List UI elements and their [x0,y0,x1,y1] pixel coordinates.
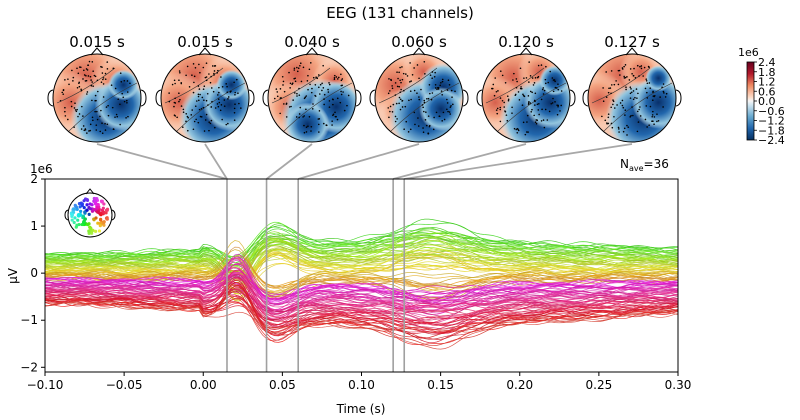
connector-line [392,143,527,180]
connector-line [266,143,313,180]
channel-trace [45,301,678,350]
colorbar-gradient [746,61,755,141]
channel-trace [45,272,678,300]
y-tick-label: −2 [20,360,38,374]
butterfly-plot: −0.10 −0.05 0.00 0.05 0.10 0.15 0.20 0.25 0.30 2… [20,172,691,392]
y-tick-label: 2 [30,172,38,186]
topomap-time-label: 0.040 s [284,33,340,51]
colorbar-tick-label: 0.0 [758,95,776,108]
channel-trace [45,264,678,301]
nave-annotation: Nave=36 [620,157,669,173]
topomap: 0.127 s [582,33,682,143]
topomap: 0.060 s [369,33,469,143]
x-tick-label: 0.25 [586,378,613,392]
channel-trace [45,256,678,305]
channel-trace [45,247,678,273]
channel-trace [45,267,678,313]
channel-trace [45,294,678,326]
channel-trace [45,277,678,305]
channel-trace [45,273,678,317]
channel-trace [45,236,678,268]
channel-trace [45,290,678,340]
topomap: 0.120 s [476,33,576,143]
x-axis-label: Time (s) [336,402,386,416]
time-markers [226,179,406,372]
channel-trace [45,288,678,334]
channel-trace [45,262,678,313]
x-tick-label: 0.30 [665,378,692,392]
channel-trace [45,249,678,295]
topomap-time-label: 0.015 s [69,33,125,51]
colorbar-tick-label: −2.4 [758,134,785,147]
colorbar-tick-label: 1.2 [758,76,776,89]
channel-trace [45,235,678,282]
connector-line [204,143,228,180]
x-tick-label: −0.05 [106,378,143,392]
x-tick-label: 0.05 [269,378,296,392]
x-tick-label: 0.10 [348,378,375,392]
channel-trace [45,263,678,288]
x-axis-ticks: −0.10 −0.05 0.00 0.05 0.10 0.15 0.20 0.25 0.30 [27,372,692,392]
y-tick-label: 1 [30,219,38,233]
channel-trace [45,271,678,299]
channel-trace [45,290,678,321]
channel-trace [45,282,678,339]
x-tick-label: 0.00 [190,378,217,392]
sensor-location-inset [64,188,116,238]
channel-trace [45,253,678,289]
channel-trace [45,273,678,301]
channel-trace [45,218,678,264]
colorbar-tick-label: 0.6 [758,85,776,98]
colorbar-tick-label: 2.4 [758,56,776,69]
y-axis-exponent: 1e6 [30,162,53,176]
x-tick-label: −0.10 [27,378,64,392]
channel-trace [45,255,678,283]
topomap-time-label: 0.127 s [604,33,660,51]
channel-trace [45,223,678,275]
topomap-time-label: 0.060 s [391,33,447,51]
connector-line [96,143,228,180]
channel-trace [45,266,678,294]
colorbar-tick-label: −1.8 [758,124,785,137]
channel-trace [45,285,678,330]
channel-trace [45,232,678,292]
y-tick-label: 0 [30,266,38,280]
connector-line [404,143,633,180]
colorbar-exponent: 1e6 [738,46,759,59]
channel-trace [45,239,678,272]
y-axis-label: µV [6,267,20,284]
figure-title: EEG (131 channels) [326,4,474,22]
colorbar-tick-label: −0.6 [758,105,785,118]
channel-trace [45,231,678,265]
topomap-time-label: 0.120 s [498,33,554,51]
x-tick-label: 0.15 [427,378,454,392]
channel-trace [45,286,678,344]
connector-line [297,143,420,180]
colorbar-tick-label: −1.2 [758,115,785,128]
channel-traces [45,218,678,350]
channel-trace [45,221,678,260]
colorbar-tick-label: 1.8 [758,66,776,79]
topomap: 0.040 s [262,33,362,143]
channel-trace [45,275,678,313]
x-tick-label: 0.20 [506,378,533,392]
y-axis-ticks: 2 1 0 −1 −2 [20,172,45,374]
topomap-row: 0.015 s 0.015 s 0.040 s 0.060 s 0.120 s 0.127… [47,33,682,143]
channel-trace [45,252,678,302]
topomap-connector-lines [96,143,633,180]
y-tick-label: −1 [20,313,38,327]
topomap: 0.015 s [47,33,147,143]
topomap-time-label: 0.015 s [177,33,233,51]
channel-trace [45,289,678,321]
channel-trace [45,228,678,279]
topomap: 0.015 s [155,33,255,143]
channel-trace [45,222,678,266]
